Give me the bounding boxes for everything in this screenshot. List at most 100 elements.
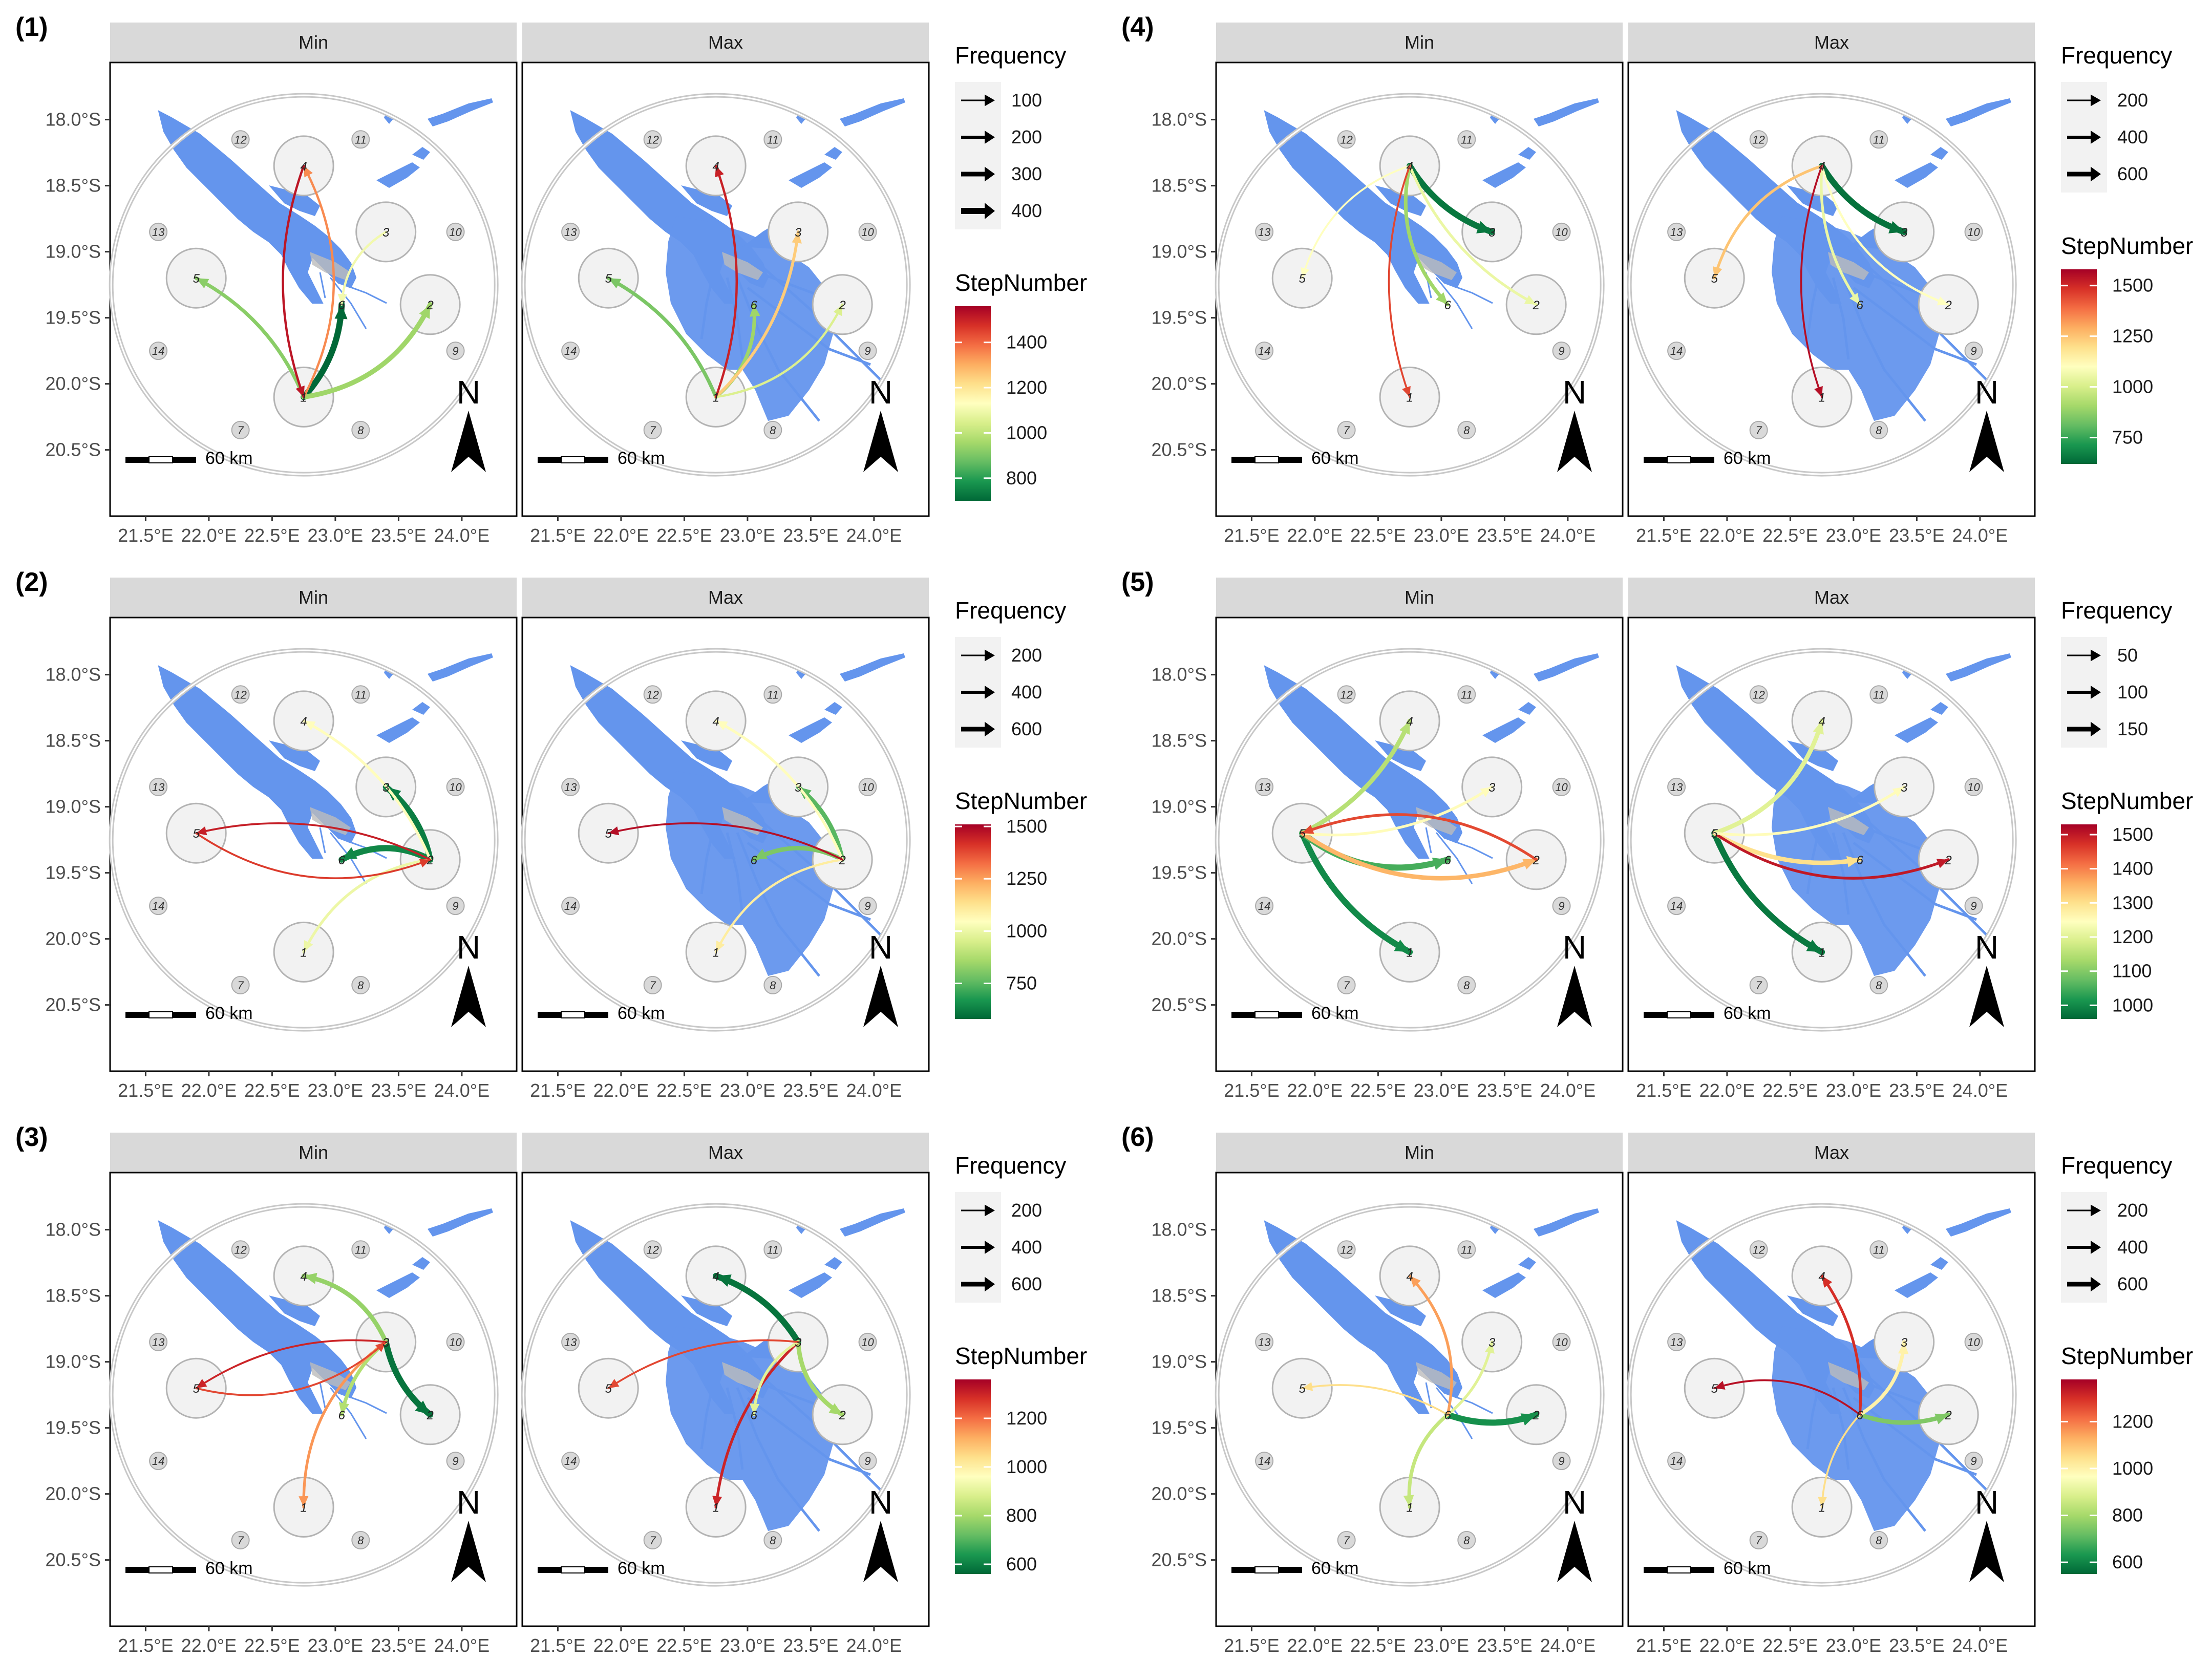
panel-label: (4) [1121,12,1154,42]
ring-node-label: 9 [1970,900,1976,912]
ring-node [1869,1530,1888,1549]
ring-node [1457,130,1476,149]
y-tick-label: 19.0°S [46,796,101,817]
legend-frequency-value: 400 [1011,682,1042,703]
ring-node-label: 13 [1258,1336,1271,1349]
north-arrow-icon [469,411,486,472]
x-tick-label: 21.5°E [530,1080,585,1101]
ring-node [1667,342,1686,360]
delta-water [1534,98,1599,126]
x-tick-label: 24.0°E [846,1635,902,1656]
x-tick-label: 22.5°E [1350,1635,1406,1656]
location-label: 5 [1711,1382,1718,1396]
y-tick-label: 20.0°S [1152,373,1207,394]
facet-label: Min [1405,587,1434,608]
ring-node [351,420,370,439]
ring-node-label: 14 [1258,1455,1270,1467]
river-channel [1443,837,1493,859]
ring-node [1255,777,1274,796]
flow-arrow [1301,785,1494,837]
north-label: N [1563,1484,1586,1521]
ring-node-label: 14 [152,345,164,357]
x-tick-label: 23.0°E [308,1635,363,1656]
ring-node-label: 12 [234,688,246,701]
legend-step-title: StepNumber [955,788,1087,814]
location-label: 5 [605,1382,612,1396]
flow-arrow [301,1273,389,1345]
flow-arrow [1407,1413,1450,1509]
ring-node-label: 7 [650,1534,656,1547]
north-label: N [869,929,892,966]
legend-frequency-value: 100 [2117,682,2148,703]
legend-arrowhead [2091,721,2101,737]
dry-island [722,1362,763,1390]
ring-node-label: 14 [1258,345,1270,357]
flow-arrow [606,276,718,399]
flow-arrowhead [833,304,843,316]
delta-water [1787,740,1838,771]
scale-bar-label: 60 km [1724,1004,1771,1023]
facet-strip [1216,23,1623,61]
location-label: 1 [1818,391,1825,405]
ring-node-label: 10 [861,781,874,794]
legend-frequency-value: 600 [1011,1273,1042,1294]
ring-node-label: 11 [767,688,779,701]
flow-arrow [1713,164,1823,280]
river-channel [1435,1387,1473,1439]
north-arrow-icon [1969,411,1987,472]
delta-water [158,665,357,859]
ring-node [643,1530,662,1549]
dry-island [1416,252,1457,280]
flow-arrow [1301,813,1538,861]
y-tick-label: 20.5°S [1152,994,1207,1015]
flow-arrowhead [1806,940,1822,952]
ring-node-label: 10 [449,226,462,239]
location-label: 2 [838,854,845,867]
flow-arrowhead [1402,386,1411,397]
location-label: 3 [1488,1336,1496,1350]
location-label: 5 [605,827,612,841]
x-tick-label: 22.5°E [1762,1080,1818,1101]
facet-label: Max [708,587,743,608]
flow-arrow [1301,1384,1449,1416]
x-tick-label: 22.0°E [181,1080,237,1101]
north-arrow-icon [451,966,469,1027]
scale-bar-seg [561,1011,585,1018]
x-tick-label: 22.0°E [593,1635,649,1656]
x-tick-label: 22.0°E [1287,1635,1343,1656]
y-tick-label: 18.0°S [1152,109,1207,130]
x-tick-label: 24.0°E [846,525,902,546]
location-label: 6 [338,299,346,312]
flow-arrowhead [750,1403,760,1415]
location-label: 3 [795,1336,802,1350]
flow-arrowhead [712,1496,722,1507]
ring-node [149,897,168,916]
delta-water [1787,185,1838,216]
delta-water [1946,653,2011,682]
ring-node-label: 12 [646,688,658,701]
delta-water [824,147,842,160]
flooded-area [666,771,835,976]
flow-arrow [1408,164,1538,306]
ring-node-label: 11 [1461,1243,1473,1256]
facet-label: Min [1405,32,1434,53]
scale-bar-seg [1644,1567,1667,1573]
legend-arrowhead [985,686,995,699]
x-tick-label: 22.0°E [593,1080,649,1101]
north-label: N [1975,1484,1998,1521]
ring-node-label: 11 [1461,133,1473,146]
north-label: N [1975,374,1998,411]
y-tick-label: 19.0°S [46,1351,101,1372]
ring-node-label: 7 [238,1534,244,1547]
ring-node-label: 12 [234,1243,246,1256]
delta-water [789,1272,832,1298]
ring-node-label: 12 [1340,133,1352,146]
delta-water [428,98,493,126]
ring-node-label: 12 [1752,1243,1764,1256]
outer-ring-inner [1216,649,1603,1030]
location-label: 1 [1818,1501,1825,1515]
location-label: 1 [300,1501,307,1515]
scale-bar-label: 60 km [618,1559,665,1578]
flow-arrow [1713,832,1950,880]
x-tick-label: 21.5°E [118,1080,173,1101]
